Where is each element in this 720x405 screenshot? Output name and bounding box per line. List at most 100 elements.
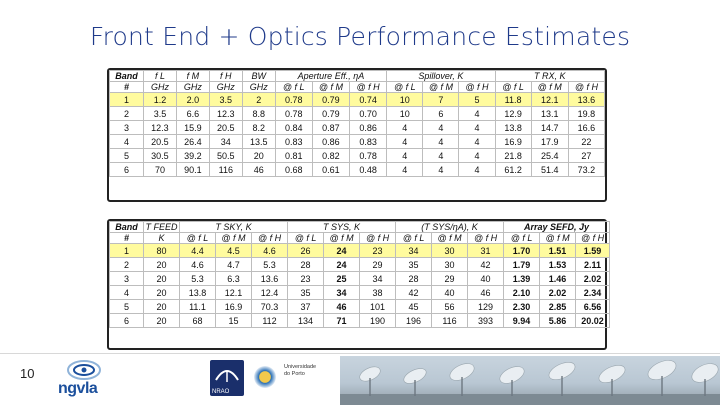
table-cell: 0.70 [349,106,388,121]
subheader-cell: @ f M [422,81,460,93]
table-cell: 80 [143,243,180,258]
slide-title: Front End + Optics Performance Estimates [89,22,631,51]
table-row: 1 1.2 2.0 3.5 2 0.78 0.79 0.74 10 7 5 11.8 12.1 13.6 [109,92,606,107]
band-number-cell: 6 [109,162,144,177]
table-cell: 12.1 [215,285,252,300]
table-cell: 19.8 [567,106,606,121]
subheader-cell: @ f L [179,232,216,244]
front-end-performance-table: Band f L f M f H BW Aperture Eff., ηA Sp… [109,70,606,177]
table-cell: 0.84 [274,120,313,135]
subheader-cell: @ f L [274,81,313,93]
table-cell: 0.79 [311,106,351,121]
band-number-cell: 2 [109,106,144,121]
page-number: 10 [20,366,35,381]
table-cell: 1.51 [539,243,577,258]
table-cell: 71 [323,313,361,328]
table-cell: 61.2 [494,162,532,177]
table-cell: 12.3 [142,120,177,135]
table-cell: 0.83 [274,134,313,149]
table-cell: 30.5 [142,148,177,163]
table-cell: 0.79 [311,92,351,107]
table-cell: 9.94 [503,313,541,328]
table-cell: 68 [179,313,216,328]
partner-logos: NRAO Universidade do Porto [210,360,330,398]
table-cell: 13.1 [530,106,569,121]
table-cell: 0.86 [311,134,351,149]
table-cell: 2.85 [539,299,577,314]
table-row: 4 20 13.8 12.1 12.4 35 34 38 42 40 46 2.10 2.02 2.34 [109,285,611,300]
col-header-t-sys: T SYS, K [287,221,397,233]
sun-emblem-icon [254,366,276,388]
subheader-cell: @ f M [431,232,469,244]
table-cell: 23 [359,243,397,258]
table-cell: 10 [386,106,424,121]
table-cell: 2.0 [175,92,210,107]
col-header-t-feed: T FEED [143,221,180,233]
table-cell: 4.6 [250,243,289,258]
band-number-cell: 5 [109,148,144,163]
subheader-cell: GHz [142,81,177,93]
col-header-band: Band [109,221,144,233]
table-cell: 20 [143,313,180,328]
table-cell: 1.46 [539,271,577,286]
table-cell: 101 [359,299,397,314]
system-performance-table: Band T FEED T SKY, K T SYS, K (T SYS/ηA)… [109,221,611,328]
band-number-cell: 3 [109,120,144,135]
footer-divider [0,353,720,354]
col-header-aperture-eff: Aperture Eff., ηA [274,70,388,82]
col-header-t-sys-over-eta: (T SYS/ηA), K [395,221,505,233]
table-cell: 2.11 [575,257,611,272]
subheader-cell: @ f M [311,81,351,93]
table-cell: 2.02 [575,271,611,286]
subheader-cell: @ f L [494,81,532,93]
table-cell: 16.9 [494,134,532,149]
band-number-cell: 1 [109,243,144,258]
subheader-cell: # [109,81,144,93]
table-cell: 51.4 [530,162,569,177]
table-cell: 1.70 [503,243,541,258]
table-cell: 21.8 [494,148,532,163]
table-cell: 26.4 [175,134,210,149]
table-cell: 13.5 [241,134,276,149]
table-cell: 15.9 [175,120,210,135]
table-cell: 20 [143,285,180,300]
band-number-cell: 1 [109,92,144,107]
table-cell: 23 [287,271,325,286]
nrao-logo: NRAO [210,360,244,396]
table-cell: 0.81 [274,148,313,163]
table-cell: 46 [323,299,361,314]
table-cell: 0.48 [349,162,388,177]
table-cell: 34 [395,243,433,258]
table-cell: 134 [287,313,325,328]
table-cell: 30 [431,243,469,258]
table-cell: 393 [467,313,505,328]
table-cell: 116 [431,313,469,328]
table-cell: 4.7 [215,257,252,272]
table-cell: 42 [395,285,433,300]
table-cell: 0.61 [311,162,351,177]
subheader-cell: @ f H [467,232,505,244]
table-cell: 1.2 [142,92,177,107]
university-label-1: Universidade [284,364,317,370]
table-cell: 6.3 [215,271,252,286]
col-header-band: Band [109,70,144,82]
table-cell: 6.56 [575,299,611,314]
table-row: 1 80 4.4 4.5 4.6 26 24 23 34 30 31 1.70 1.51 1.59 [109,243,611,258]
table-cell: 46 [241,162,276,177]
table-cell: 2.30 [503,299,541,314]
table-cell: 4 [386,162,424,177]
table-cell: 4.5 [215,243,252,258]
table-cell: 4 [422,120,460,135]
table-cell: 11.1 [179,299,216,314]
table-cell: 45 [395,299,433,314]
subheader-cell: GHz [208,81,243,93]
table-cell: 4 [458,148,496,163]
table-cell: 70.3 [250,299,289,314]
subheader-cell: @ f L [395,232,433,244]
band-number-cell: 4 [109,285,144,300]
table-cell: 4 [458,134,496,149]
table-cell: 5 [458,92,496,107]
subheader-cell: # [109,232,144,244]
table-cell: 2.10 [503,285,541,300]
table-cell: 13.6 [250,271,289,286]
